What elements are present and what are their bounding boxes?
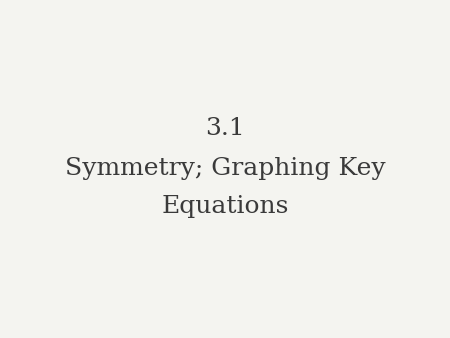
Text: 3.1: 3.1 [205, 117, 245, 140]
Text: Symmetry; Graphing Key: Symmetry; Graphing Key [65, 158, 385, 180]
Text: Equations: Equations [161, 195, 289, 218]
